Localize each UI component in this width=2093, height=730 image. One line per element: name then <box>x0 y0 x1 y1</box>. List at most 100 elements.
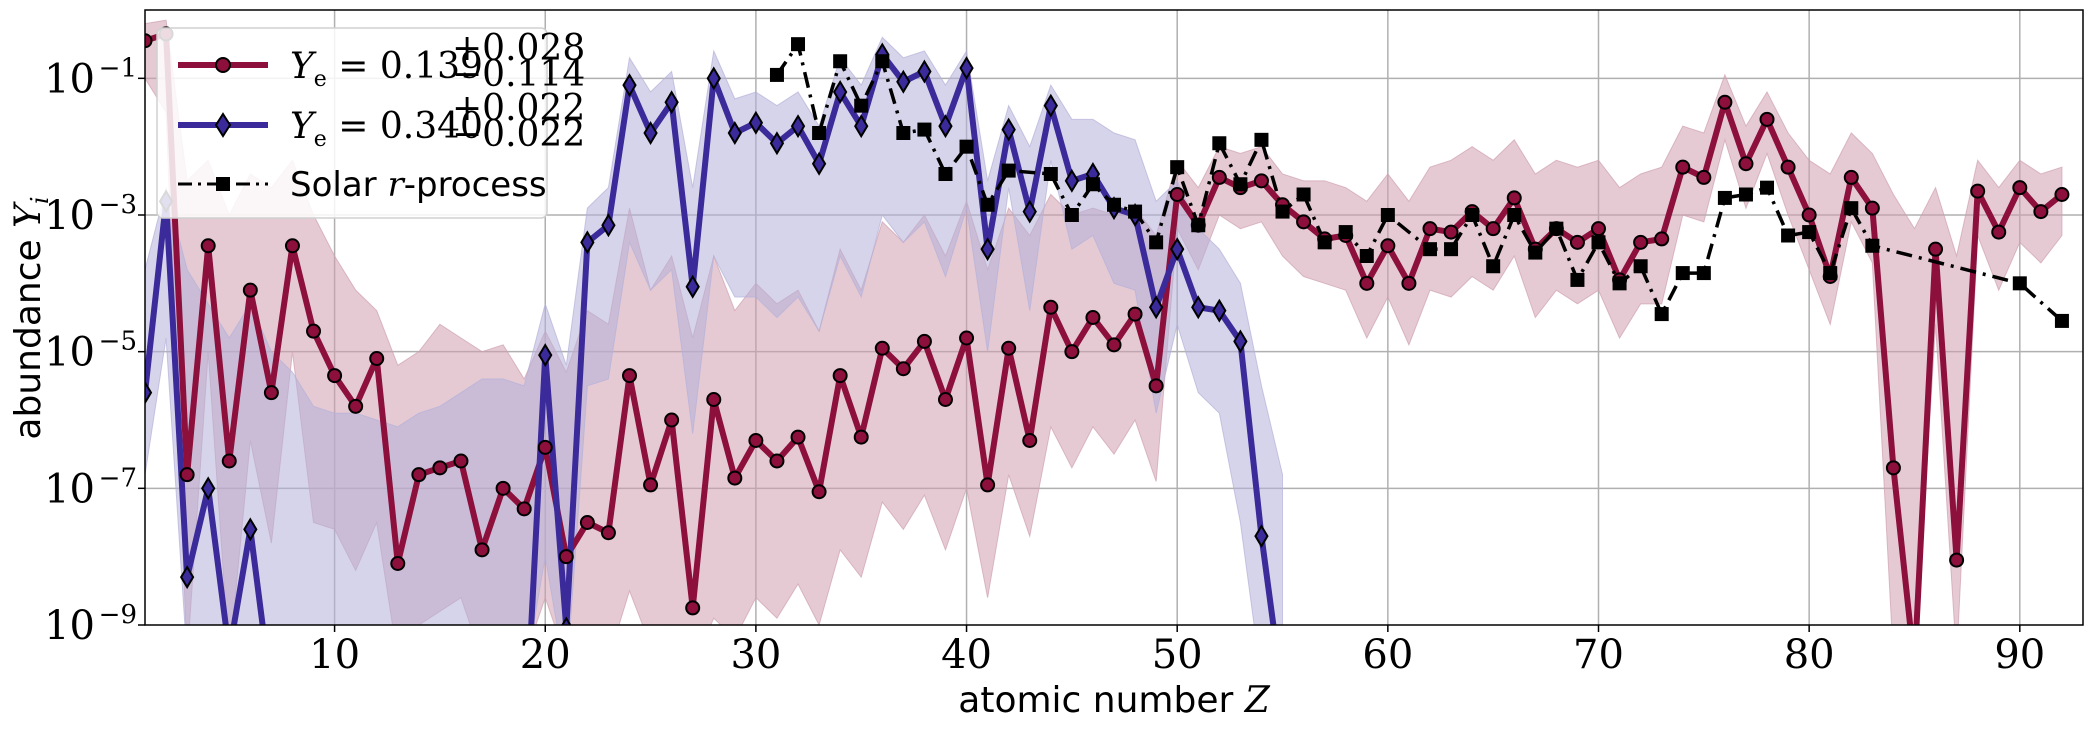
series-0-point <box>853 429 869 445</box>
series-0-point <box>1696 169 1712 185</box>
x-tick-label: 70 <box>1573 632 1624 678</box>
series-0-point <box>432 460 448 476</box>
y-tick-label: 10 −1 <box>44 53 137 102</box>
series-0-point <box>1422 221 1438 237</box>
series-0-point <box>1359 275 1375 291</box>
series-2-point <box>1696 266 1711 281</box>
series-0-point <box>516 501 532 517</box>
x-tick-label: 80 <box>1784 632 1835 678</box>
series-0-point <box>895 361 911 377</box>
legend-label-ye-0139: Ye = 0.139 <box>290 46 483 92</box>
y-tick-label: 10 −5 <box>44 327 137 376</box>
legend-entry-ye-0139: Ye = 0.139 +0.028 −0.114 <box>178 28 585 95</box>
series-0-point <box>411 467 427 483</box>
series-2-point <box>1338 225 1353 240</box>
series-0-point <box>1654 231 1670 247</box>
series-1-point <box>1170 237 1185 262</box>
series-2-point <box>1275 204 1290 219</box>
series-1-point <box>643 121 658 145</box>
series-0-point <box>1780 159 1796 175</box>
series-2-point <box>1654 307 1669 322</box>
series-0-point <box>1148 378 1164 394</box>
series-0-point <box>1064 344 1080 360</box>
series-1-point <box>1233 329 1248 354</box>
legend-entry-ye-0340: Ye = 0.340 +0.022 −0.022 <box>178 88 585 155</box>
series-2-point <box>1528 245 1543 260</box>
series-0-point <box>1506 190 1522 206</box>
series-1-point <box>1022 199 1037 224</box>
series-0-point <box>1675 159 1691 175</box>
series-2-point <box>769 67 784 82</box>
series-2-point <box>1570 272 1585 287</box>
series-2-point <box>1170 160 1185 175</box>
series-1-point <box>601 213 616 238</box>
y-tick-label: 10 −7 <box>44 463 137 512</box>
series-0-point <box>306 323 322 339</box>
series-2-point <box>1865 238 1880 253</box>
series-0-point <box>790 429 806 445</box>
series-2-point <box>938 167 953 181</box>
legend-marker-circle <box>215 57 231 73</box>
series-0-point <box>1738 156 1754 172</box>
series-2-point <box>1128 204 1143 219</box>
series-0-point <box>832 368 848 384</box>
series-0-point <box>179 467 195 483</box>
series-1-point <box>664 90 679 115</box>
series-2-point <box>1107 197 1121 212</box>
series-2-point <box>1043 167 1058 181</box>
legend-label-solar: Solar r-process <box>290 165 547 205</box>
series-1-point <box>1254 524 1269 549</box>
series-2-point <box>1486 259 1501 274</box>
series-1-point <box>201 476 216 501</box>
series-0-point <box>1401 275 1417 291</box>
series-0-point <box>348 398 364 414</box>
y-tick-label: 10 −3 <box>44 190 137 239</box>
series-1-point <box>145 380 153 405</box>
series-0-point <box>263 385 279 401</box>
series-1-point <box>1148 295 1164 320</box>
series-2-point <box>959 139 974 154</box>
series-2-point <box>854 98 869 113</box>
series-1-point <box>832 80 848 104</box>
series-0-line <box>145 30 2064 625</box>
series-0-point <box>1991 224 2007 240</box>
series-2-point <box>2054 313 2069 328</box>
series-2-point <box>1444 242 1459 257</box>
series-0-point <box>916 333 932 349</box>
series-1-point <box>1212 298 1227 323</box>
series-2-point <box>1191 218 1206 233</box>
series-1-point <box>959 56 974 81</box>
series-2-point <box>1085 177 1100 192</box>
legend-down-ye-0340: −0.022 <box>452 114 585 155</box>
series-2-point <box>1633 259 1648 274</box>
series-0-point <box>811 484 827 500</box>
series-1-point <box>1064 168 1080 193</box>
x-tick-label: 40 <box>941 632 992 678</box>
series-0-point <box>1106 337 1122 353</box>
series-2-point <box>1823 266 1838 281</box>
series-2-point <box>1254 132 1269 147</box>
series-1-point <box>980 237 995 262</box>
series-0-point <box>1843 169 1859 185</box>
series-1-point <box>1191 295 1206 320</box>
series-0-point <box>1485 221 1501 237</box>
series-2-point <box>1612 276 1627 291</box>
series-1-point <box>622 73 637 98</box>
series-1-point <box>854 114 869 139</box>
series-1-point <box>748 110 764 135</box>
series-2-point <box>1422 242 1437 257</box>
series-0-point <box>1001 340 1017 356</box>
x-axis-label: atomic number Z <box>958 680 1270 721</box>
series-0-point <box>1253 173 1269 189</box>
series-1-point <box>580 230 595 255</box>
x-tick-label: 20 <box>520 632 571 678</box>
series-0-point <box>937 392 953 407</box>
series-0-point <box>2054 187 2070 202</box>
x-tick-label: 10 <box>309 632 360 678</box>
series-1-point <box>1001 117 1016 142</box>
series-0-point <box>200 238 216 254</box>
series-2-point <box>1296 187 1311 202</box>
series-0-point <box>622 368 637 384</box>
series-1-point <box>790 114 806 139</box>
series-0-point <box>1759 111 1775 127</box>
